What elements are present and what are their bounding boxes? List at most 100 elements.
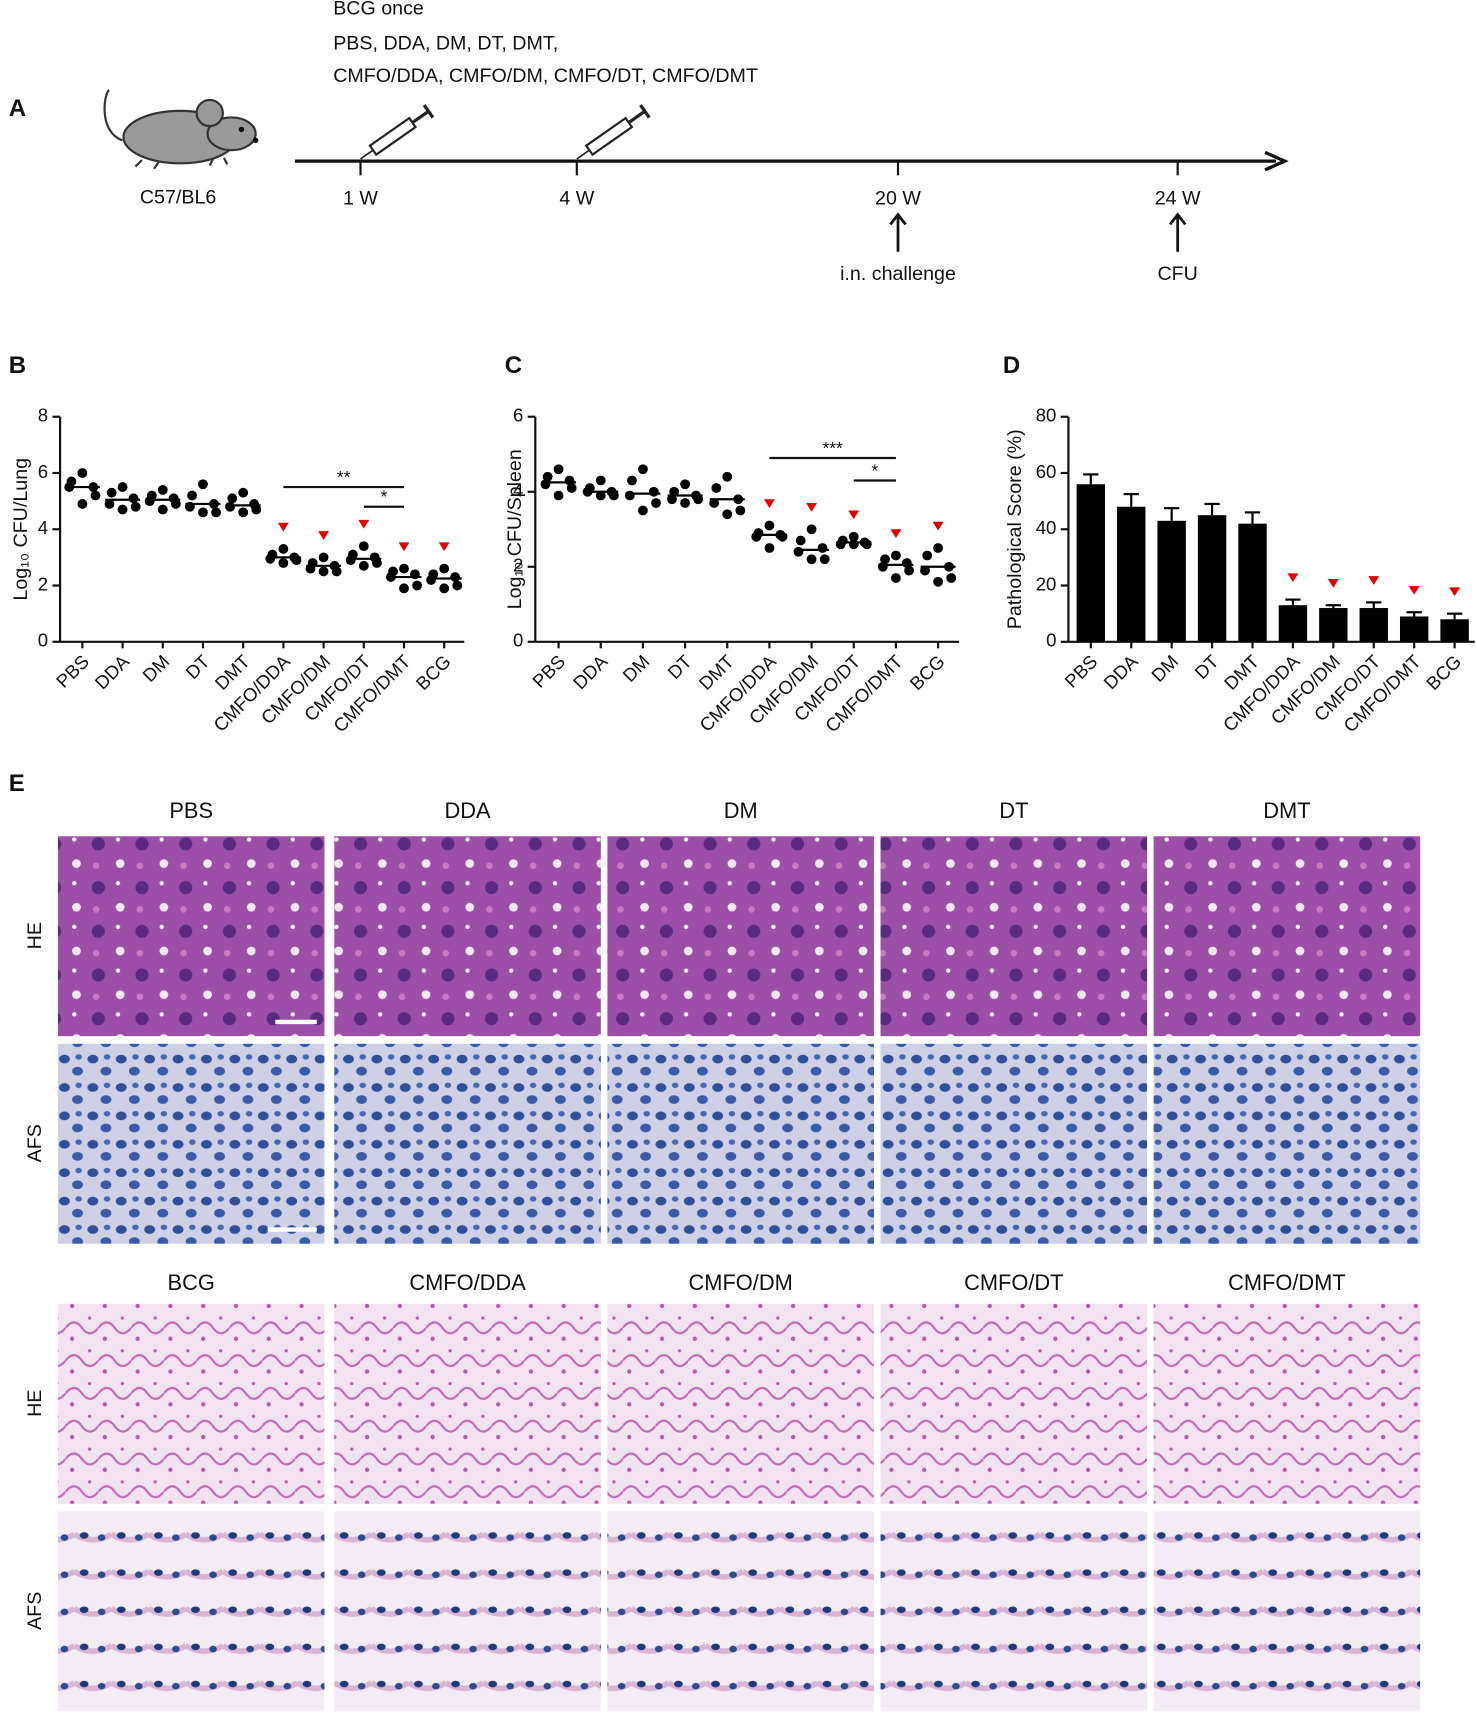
data-point xyxy=(817,543,828,553)
group-title: CMFO/DT xyxy=(964,1270,1063,1295)
row-label: AFS xyxy=(24,1592,46,1630)
afs-image xyxy=(1153,1043,1421,1244)
data-point xyxy=(211,507,222,518)
y-tick-label: 4 xyxy=(513,480,523,501)
strain-label: C57/BL6 xyxy=(140,186,217,208)
afs-image xyxy=(334,1511,601,1712)
data-point xyxy=(667,494,677,505)
data-point xyxy=(624,490,635,501)
data-point xyxy=(198,507,208,518)
group-title: BCG xyxy=(168,1270,215,1295)
he-image xyxy=(880,836,1148,1037)
data-point xyxy=(238,507,249,518)
data-point xyxy=(106,487,117,498)
y-tick-label: 6 xyxy=(513,405,523,426)
data-point xyxy=(722,509,733,520)
bar xyxy=(1399,616,1429,642)
data-point xyxy=(553,464,564,475)
bar xyxy=(1076,484,1106,642)
x-tick-label: DDA xyxy=(1099,650,1142,693)
timepoint-label: 24 W xyxy=(1155,188,1201,210)
syringe-icon xyxy=(576,104,651,160)
syringe-icon xyxy=(360,104,435,160)
afs-image xyxy=(607,1511,874,1712)
significance-label: * xyxy=(380,487,387,507)
bar xyxy=(1440,619,1469,642)
data-point xyxy=(371,558,382,568)
timepoint-label: 1 W xyxy=(343,188,378,210)
x-tick-label: BCG xyxy=(1422,651,1465,694)
data-point xyxy=(877,561,888,572)
data-point xyxy=(128,493,139,504)
afs-image xyxy=(334,1043,601,1244)
data-point xyxy=(648,486,659,497)
significance-marker xyxy=(398,542,410,552)
significance-marker xyxy=(890,529,902,539)
afs-image xyxy=(880,1511,1148,1712)
afs-image xyxy=(1153,1511,1421,1712)
y-tick-label: 2 xyxy=(38,573,48,594)
x-tick-label: DM xyxy=(618,651,653,686)
data-point xyxy=(806,554,817,565)
data-point xyxy=(651,498,661,508)
x-tick-label: PBS xyxy=(1060,651,1101,692)
data-point xyxy=(848,539,859,550)
significance-marker xyxy=(358,519,370,529)
x-tick-label: DDA xyxy=(91,650,134,693)
he-image xyxy=(1153,1303,1421,1504)
data-point xyxy=(157,504,168,515)
x-tick-label: DT xyxy=(181,651,213,683)
row-label: HE xyxy=(24,922,46,949)
header-line: PBS, DDA, DM, DT, DMT, xyxy=(333,32,558,54)
data-point xyxy=(117,504,128,515)
bar xyxy=(1319,608,1348,642)
panel-label: A xyxy=(9,95,26,122)
data-point xyxy=(225,501,235,512)
significance-label: * xyxy=(871,460,878,480)
data-point xyxy=(880,554,890,565)
he-image xyxy=(57,1303,325,1504)
he-image xyxy=(880,1303,1148,1504)
header-line: BCG once xyxy=(333,0,424,19)
x-tick-label: BCG xyxy=(905,651,948,694)
data-point xyxy=(933,543,944,553)
data-point xyxy=(566,483,577,493)
data-point xyxy=(170,499,181,509)
data-point xyxy=(764,520,775,531)
afs-image xyxy=(607,1043,874,1244)
y-tick-label: 20 xyxy=(1036,573,1057,594)
data-point xyxy=(848,531,859,542)
panel-label: E xyxy=(9,770,25,797)
data-point xyxy=(637,464,648,475)
data-point xyxy=(412,580,423,591)
group-title: DMT xyxy=(1263,798,1310,823)
significance-marker xyxy=(806,503,818,512)
significance-marker xyxy=(318,531,330,540)
data-point xyxy=(278,544,289,554)
significance-label: *** xyxy=(822,438,843,458)
y-tick-label: 40 xyxy=(1036,517,1057,538)
data-point xyxy=(439,583,450,594)
y-axis-label: Log₁₀ CFU/Lung xyxy=(10,458,32,601)
group-title: DT xyxy=(999,798,1028,823)
x-tick-label: DT xyxy=(663,651,695,683)
bar xyxy=(1238,523,1267,642)
data-point xyxy=(835,539,846,550)
significance-marker xyxy=(848,510,860,520)
data-point xyxy=(608,490,619,501)
y-axis-label: Pathological Score (%) xyxy=(1004,429,1026,629)
data-point xyxy=(806,524,817,535)
data-point xyxy=(452,580,463,591)
data-point xyxy=(819,554,830,565)
data-point xyxy=(542,471,553,482)
bar xyxy=(1117,506,1146,642)
data-point xyxy=(795,535,806,546)
data-point xyxy=(318,552,329,563)
data-point xyxy=(187,490,197,501)
data-point xyxy=(331,566,342,577)
data-point xyxy=(130,501,141,512)
panel-label: D xyxy=(1003,352,1020,379)
data-point xyxy=(627,475,637,486)
data-point xyxy=(198,479,208,490)
timepoint-label: 4 W xyxy=(559,188,594,210)
